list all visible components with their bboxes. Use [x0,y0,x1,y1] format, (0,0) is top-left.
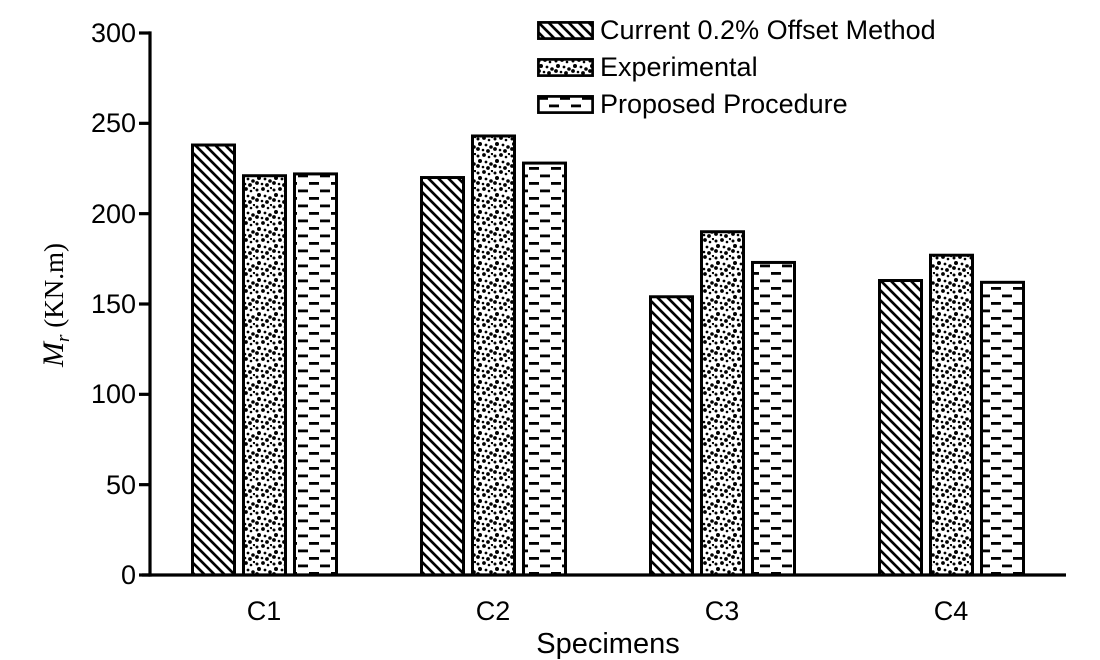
x-category-label: C3 [704,596,740,626]
x-axis-title: Specimens [536,628,680,660]
bar-C1-series-1 [242,174,287,577]
bar-C2-series-0 [420,176,465,577]
bar-C4-series-0 [878,279,923,577]
y-axis-title-units-text: (KN.m) [39,243,69,328]
x-category-label: C1 [246,596,282,626]
y-tick-label: 200 [90,199,136,229]
y-tick-label: 100 [90,379,136,409]
legend-label: Proposed Procedure [600,88,848,119]
legend-item: Experimental [537,51,936,83]
bar-C3-series-1 [700,230,745,577]
y-axis-title-symbol: M [37,341,70,367]
x-category-label: C4 [933,596,969,626]
legend-swatch-dots-icon [537,57,594,77]
legend-label: Experimental [600,51,758,82]
legend-item: Proposed Procedure [537,88,936,120]
legend-swatch-diagonal-hatch-icon [537,20,594,40]
legend-item: Current 0.2% Offset Method [537,14,936,46]
legend: Current 0.2% Offset Method Experimental … [537,14,936,125]
bar-C4-series-2 [980,280,1025,577]
y-tick-label: 50 [105,470,136,500]
y-axis-title-unit [39,328,69,335]
bar-C3-series-0 [649,295,694,577]
y-axis-title: Mr (KN.m) [37,175,74,435]
bar-C3-series-2 [751,260,796,577]
y-tick-label: 250 [90,108,136,138]
y-tick-label: 150 [90,289,136,319]
bar-C4-series-1 [929,253,974,577]
y-axis-title-subscript: r [53,334,74,342]
bar-C1-series-0 [191,143,236,577]
bar-C2-series-2 [522,161,567,577]
legend-swatch-horizontal-dashes-icon [537,94,594,114]
y-tick-label: 300 [90,18,136,48]
y-tick-label: 0 [120,560,136,590]
legend-label: Current 0.2% Offset Method [600,14,936,45]
x-category-label: C2 [475,596,511,626]
bar-C2-series-1 [471,134,516,577]
bar-C1-series-2 [293,172,338,577]
